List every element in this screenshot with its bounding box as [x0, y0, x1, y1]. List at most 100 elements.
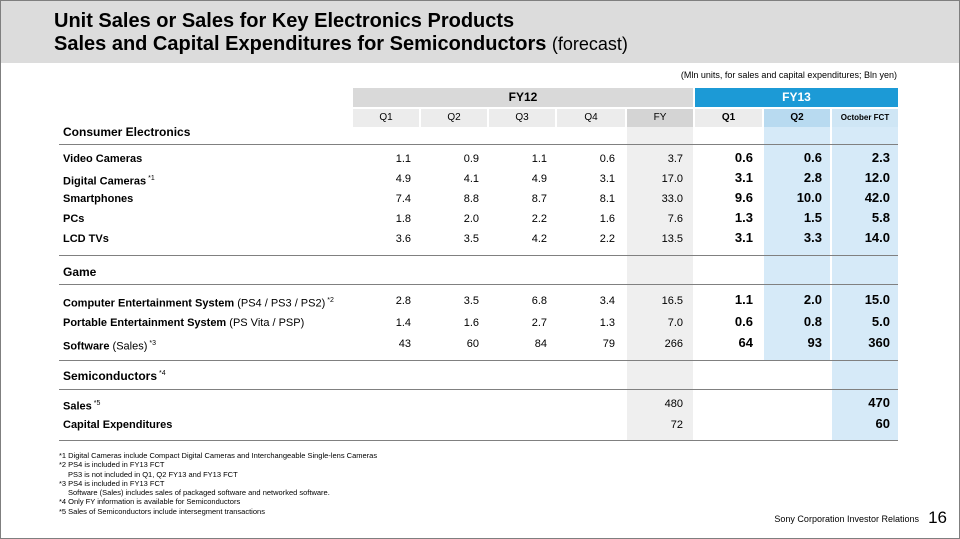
rule-bottom [59, 440, 898, 441]
table-cell: 1.1 [531, 153, 547, 165]
table-cell: 3.6 [395, 233, 411, 245]
table-cell: 1.1 [395, 153, 411, 165]
table-cell: 0.6 [803, 150, 822, 165]
row-label: LCD TVs [63, 232, 109, 246]
row-label-text: Digital Cameras [63, 175, 147, 188]
table-cell: 0.6 [734, 150, 753, 165]
table-cell: 2.8 [395, 295, 411, 307]
table-cell: 3.1 [599, 173, 615, 185]
row-label-text: Sales [63, 400, 92, 413]
row-label-note: *1 [148, 175, 155, 182]
table-cell: 8.8 [463, 193, 479, 205]
table-cell: 4.9 [395, 173, 411, 185]
table-cell: 470 [868, 395, 890, 410]
table-cell: 2.0 [803, 292, 822, 307]
table-cell: 266 [664, 338, 683, 350]
rule-consumer [59, 144, 898, 145]
row-label-sub: (PS Vita / PSP) [229, 317, 305, 329]
table-cell: 3.1 [734, 230, 753, 245]
row-label-text: Portable Entertainment System [63, 317, 227, 329]
table-cell: 2.8 [803, 170, 822, 185]
table-cell: 15.0 [864, 292, 890, 307]
row-label-text: Software [63, 340, 110, 353]
row-label-text: PCs [63, 213, 85, 225]
col-header-fy12-q1: Q1 [353, 109, 419, 127]
row-label: Capital Expenditures [63, 418, 172, 432]
col-header-fy13-fct: October FCT [832, 109, 898, 127]
table-cell: 42.0 [864, 190, 890, 205]
table-cell: 13.5 [661, 233, 683, 245]
page-number: 16 [928, 508, 947, 527]
table-cell: 7.6 [667, 213, 683, 225]
row-label: PCs [63, 212, 84, 226]
table-cell: 360 [868, 335, 890, 350]
row-label: Computer Entertainment System (PS4 / PS3… [63, 294, 334, 311]
table-cell: 8.1 [599, 193, 615, 205]
table-cell: 3.3 [803, 230, 822, 245]
col-header-fy13-q1: Q1 [695, 109, 762, 127]
table-cell: 0.8 [803, 314, 822, 329]
col-header-fy12-fy: FY [627, 109, 693, 127]
footnotes: *1 Digital Cameras include Compact Digit… [59, 451, 377, 516]
row-label-note: *3 [149, 340, 156, 347]
table-cell: 5.8 [871, 210, 890, 225]
row-label-text: Video Cameras [63, 153, 143, 165]
table-cell: 3.1 [734, 170, 753, 185]
footnote: *1 Digital Cameras include Compact Digit… [59, 451, 378, 460]
table-cell: 4.2 [531, 233, 547, 245]
table-cell: 1.3 [599, 317, 615, 329]
table-cell: 3.7 [667, 153, 683, 165]
fy13-header-band: FY13 [695, 88, 898, 107]
row-label: Sales *5 [63, 397, 100, 414]
title-line-2: Sales and Capital Expenditures for Semic… [54, 33, 628, 55]
table-cell: 5.0 [871, 314, 890, 329]
footer-company: Sony Corporation Investor Relations [774, 514, 919, 524]
table-cell: 33.0 [661, 193, 683, 205]
section-semiconductors-note: *4 [159, 370, 166, 377]
row-label: Video Cameras [63, 152, 142, 166]
table-cell: 17.0 [661, 173, 683, 185]
title-line-1: Unit Sales or Sales for Key Electronics … [54, 10, 515, 32]
rule-semi-top [59, 360, 898, 361]
table-cell: 4.1 [463, 173, 479, 185]
table-cell: 1.3 [734, 210, 753, 225]
rule-game-top [59, 255, 898, 256]
section-semiconductors: Semiconductors *4 [63, 369, 166, 383]
table-cell: 93 [807, 335, 822, 350]
title-band: Unit Sales or Sales for Key Electronics … [1, 1, 959, 63]
footnote: PS3 is not included in Q1, Q2 FY13 and F… [68, 469, 238, 479]
title-forecast-suffix: (forecast) [551, 34, 628, 54]
table-cell: 1.1 [734, 292, 753, 307]
table-cell: 84 [534, 338, 547, 350]
col-header-fy12-q2: Q2 [421, 109, 487, 127]
table-cell: 0.6 [734, 314, 753, 329]
table-cell: 10.0 [796, 190, 822, 205]
table-cell: 60 [875, 416, 890, 431]
fy12-fy-column-shade [627, 127, 693, 440]
table-cell: 1.8 [395, 213, 411, 225]
row-label: Smartphones [63, 192, 133, 206]
title-line-2-text: Sales and Capital Expenditures for Semic… [54, 33, 547, 55]
col-header-fy13-q2: Q2 [764, 109, 830, 127]
row-label-note: *5 [93, 400, 101, 407]
table-cell: 6.8 [531, 295, 547, 307]
table-cell: 0.6 [599, 153, 615, 165]
table-cell: 7.0 [667, 317, 683, 329]
table-cell: 1.4 [395, 317, 411, 329]
row-label-text: Smartphones [63, 193, 134, 205]
row-label-sub: (PS4 / PS3 / PS2) [237, 297, 326, 310]
row-label: Software (Sales) *3 [63, 337, 156, 354]
table-cell: 2.2 [599, 233, 615, 245]
fy13-fct-column-shade [832, 127, 898, 440]
fy12-header-band: FY12 [353, 88, 693, 107]
table-cell: 8.7 [531, 193, 547, 205]
table-cell: 2.3 [871, 150, 890, 165]
section-semiconductors-label: Semiconductors [63, 369, 158, 383]
table-cell: 16.5 [661, 295, 683, 307]
table-cell: 0.9 [463, 153, 479, 165]
table-cell: 60 [466, 338, 479, 350]
row-label-text: LCD TVs [63, 233, 109, 245]
footnote: *2 PS4 is included in FY13 FCT [59, 460, 165, 470]
row-label-text: Capital Expenditures [63, 419, 173, 431]
